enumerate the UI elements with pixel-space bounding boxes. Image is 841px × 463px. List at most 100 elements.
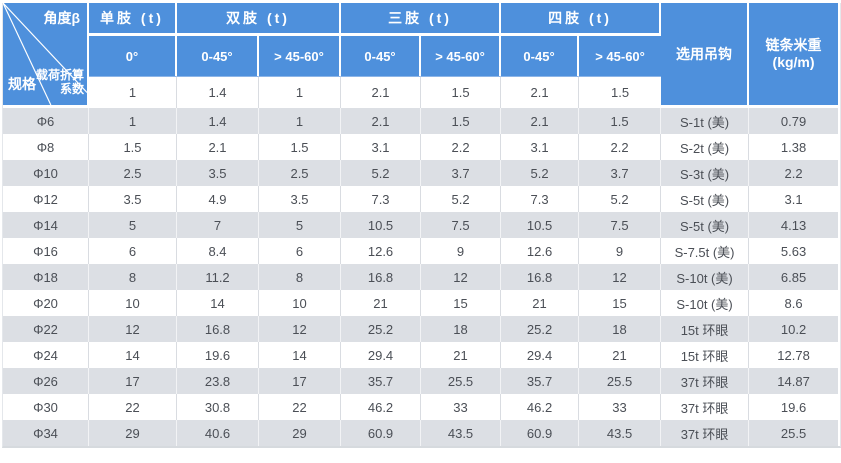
table-row: Φ12 3.5 4.9 3.5 7.3 5.2 7.3 5.2 S-5t (美) 3.1 xyxy=(3,186,839,212)
table-row: Φ18 8 11.2 8 16.8 12 16.8 12 S-10t (美) 6.85 xyxy=(3,264,839,290)
quad-leg-45-60-cell: 15 xyxy=(579,290,662,316)
spec-cell: Φ20 xyxy=(3,290,89,316)
hook-cell: S-7.5t (美) xyxy=(661,238,750,264)
group-header-row: 角度β 载荷折算 系数 规格 单肢 (t) 双肢 (t) 三肢 (t) 四肢 (… xyxy=(3,3,839,108)
spec-table-wrapper: 角度β 载荷折算 系数 规格 单肢 (t) 双肢 (t) 三肢 (t) 四肢 (… xyxy=(2,3,841,448)
hook-cell: S-5t (美) xyxy=(661,212,750,238)
double-leg-45-60-cell: 3.5 xyxy=(259,186,342,212)
triple-leg-0-45-cell: 16.8 xyxy=(341,264,422,290)
spec-cell: Φ26 xyxy=(3,368,89,394)
double-leg-0-45-cell: 1.4 xyxy=(177,108,259,134)
hook-cell: S-10t (美) xyxy=(661,290,750,316)
quad-leg-0-45-cell: 10.5 xyxy=(501,212,580,238)
quad-leg-45-60-cell: 18 xyxy=(579,316,662,342)
triple-leg-45-60-cell: 15 xyxy=(421,290,502,316)
double-leg-45-60-cell: 17 xyxy=(259,368,342,394)
double-leg-0-45-cell: 8.4 xyxy=(177,238,259,264)
double-leg-45-60-cell: 1.5 xyxy=(259,134,342,160)
table-row: Φ34 29 40.6 29 60.9 43.5 60.9 43.5 37t 环眼 25.5 xyxy=(3,420,839,446)
hook-cell: S-10t (美) xyxy=(661,264,750,290)
table-row: Φ24 14 19.6 14 29.4 21 29.4 21 15t 环眼 12.78 xyxy=(3,342,839,368)
angle-header-row: 0° 0-45° > 45-60° 0-45° > 45-60° 0-45° > 45-60… xyxy=(3,36,838,76)
double-leg-0-45-cell: 2.1 xyxy=(177,134,259,160)
quad-leg-45-60-cell: 5.2 xyxy=(579,186,662,212)
hook-column-header: 选用吊钩 xyxy=(661,3,750,108)
spec-cell: Φ14 xyxy=(3,212,89,238)
quad-leg-45-60-cell: 3.7 xyxy=(579,160,662,186)
double-leg-0-45-cell: 11.2 xyxy=(177,264,259,290)
group-header-quad-leg: 四肢 (t) xyxy=(501,3,662,36)
coefficient-cell: 1 xyxy=(89,76,177,108)
double-leg-45-60-cell: 22 xyxy=(259,394,342,420)
triple-leg-45-60-cell: 25.5 xyxy=(421,368,502,394)
hook-cell: 37t 环眼 xyxy=(661,394,750,420)
spec-cell: Φ22 xyxy=(3,316,89,342)
group-header-double-leg: 双肢 (t) xyxy=(177,3,342,36)
double-leg-0-45-cell: 16.8 xyxy=(177,316,259,342)
coefficient-cell: 1 xyxy=(259,76,342,108)
quad-leg-0-45-cell: 29.4 xyxy=(501,342,580,368)
coefficient-cell: 1.5 xyxy=(579,76,662,108)
quad-leg-45-60-cell: 9 xyxy=(579,238,662,264)
double-leg-0-45-cell: 14 xyxy=(177,290,259,316)
weight-cell: 12.78 xyxy=(777,347,810,363)
quad-leg-0-45-cell: 16.8 xyxy=(501,264,580,290)
weight-cell: 0.79 xyxy=(780,113,807,129)
hook-cell: S-2t (美) xyxy=(661,134,750,160)
angle-header-cell: > 45-60° xyxy=(421,36,502,76)
hook-cell: S-1t (美) xyxy=(661,108,750,134)
triple-leg-45-60-cell: 5.2 xyxy=(421,186,502,212)
triple-leg-45-60-cell: 1.5 xyxy=(421,108,502,134)
triple-leg-45-60-cell: 33 xyxy=(421,394,502,420)
spec-cell: Φ8 xyxy=(3,134,89,160)
table-row: Φ8 1.5 2.1 1.5 3.1 2.2 3.1 2.2 S-2t (美) 1.38 xyxy=(3,134,839,160)
quad-leg-0-45-cell: 5.2 xyxy=(501,160,580,186)
triple-leg-0-45-cell: 5.2 xyxy=(341,160,422,186)
weight-cell: 5.63 xyxy=(780,243,807,259)
triple-leg-45-60-cell: 43.5 xyxy=(421,420,502,446)
hook-cell: 15t 环眼 xyxy=(661,342,750,368)
corner-header-cell: 角度β 载荷折算 系数 规格 xyxy=(3,3,89,108)
table-row: Φ26 17 23.8 17 35.7 25.5 35.7 25.5 37t 环眼 14.87 xyxy=(3,368,839,394)
corner-coefficient-label: 载荷折算 系数 xyxy=(35,68,84,96)
spec-cell: Φ16 xyxy=(3,238,89,264)
quad-leg-0-45-cell: 35.7 xyxy=(501,368,580,394)
angle-header-cell: > 45-60° xyxy=(579,36,662,76)
triple-leg-45-60-cell: 3.7 xyxy=(421,160,502,186)
weight-cell: 6.85 xyxy=(780,269,807,285)
double-leg-45-60-cell: 8 xyxy=(259,264,342,290)
weight-cell: 4.13 xyxy=(780,217,807,233)
double-leg-0-45-cell: 4.9 xyxy=(177,186,259,212)
double-leg-0-45-cell: 23.8 xyxy=(177,368,259,394)
triple-leg-45-60-cell: 12 xyxy=(421,264,502,290)
quad-leg-0-45-cell: 46.2 xyxy=(501,394,580,420)
table-row: Φ14 5 7 5 10.5 7.5 10.5 7.5 S-5t (美) 4.13 xyxy=(3,212,839,238)
coefficient-cell: 2.1 xyxy=(501,76,580,108)
group-header-single-leg: 单肢 (t) xyxy=(89,3,177,36)
table-row: Φ20 10 14 10 21 15 21 15 S-10t (美) 8.6 xyxy=(3,290,839,316)
triple-leg-0-45-cell: 35.7 xyxy=(341,368,422,394)
triple-leg-45-60-cell: 2.2 xyxy=(421,134,502,160)
spec-cell: Φ30 xyxy=(3,394,89,420)
spec-cell: Φ10 xyxy=(3,160,89,186)
triple-leg-0-45-cell: 2.1 xyxy=(341,108,422,134)
triple-leg-0-45-cell: 3.1 xyxy=(341,134,422,160)
table-row: Φ22 12 16.8 12 25.2 18 25.2 18 15t 环眼 10.2 xyxy=(3,316,839,342)
table-row: Φ30 22 30.8 22 46.2 33 46.2 33 37t 环眼 19.6 xyxy=(3,394,839,420)
triple-leg-45-60-cell: 21 xyxy=(421,342,502,368)
weight-cell: 1.38 xyxy=(780,139,807,155)
single-leg-0-cell: 17 xyxy=(89,368,177,394)
weight-cell: 19.6 xyxy=(780,399,807,415)
single-leg-0-cell: 10 xyxy=(89,290,177,316)
coefficient-cell: 2.1 xyxy=(341,76,422,108)
hook-cell: 37t 环眼 xyxy=(661,420,750,446)
double-leg-45-60-cell: 1 xyxy=(259,108,342,134)
single-leg-0-cell: 6 xyxy=(89,238,177,264)
angle-header-cell: 0° xyxy=(89,36,177,76)
double-leg-45-60-cell: 5 xyxy=(259,212,342,238)
hook-cell: 37t 环眼 xyxy=(661,368,750,394)
triple-leg-45-60-cell: 7.5 xyxy=(421,212,502,238)
quad-leg-45-60-cell: 21 xyxy=(579,342,662,368)
weight-cell: 14.87 xyxy=(777,373,810,389)
table-row: Φ6 1 1.4 1 2.1 1.5 2.1 1.5 S-1t (美) 0.79 xyxy=(3,108,839,134)
